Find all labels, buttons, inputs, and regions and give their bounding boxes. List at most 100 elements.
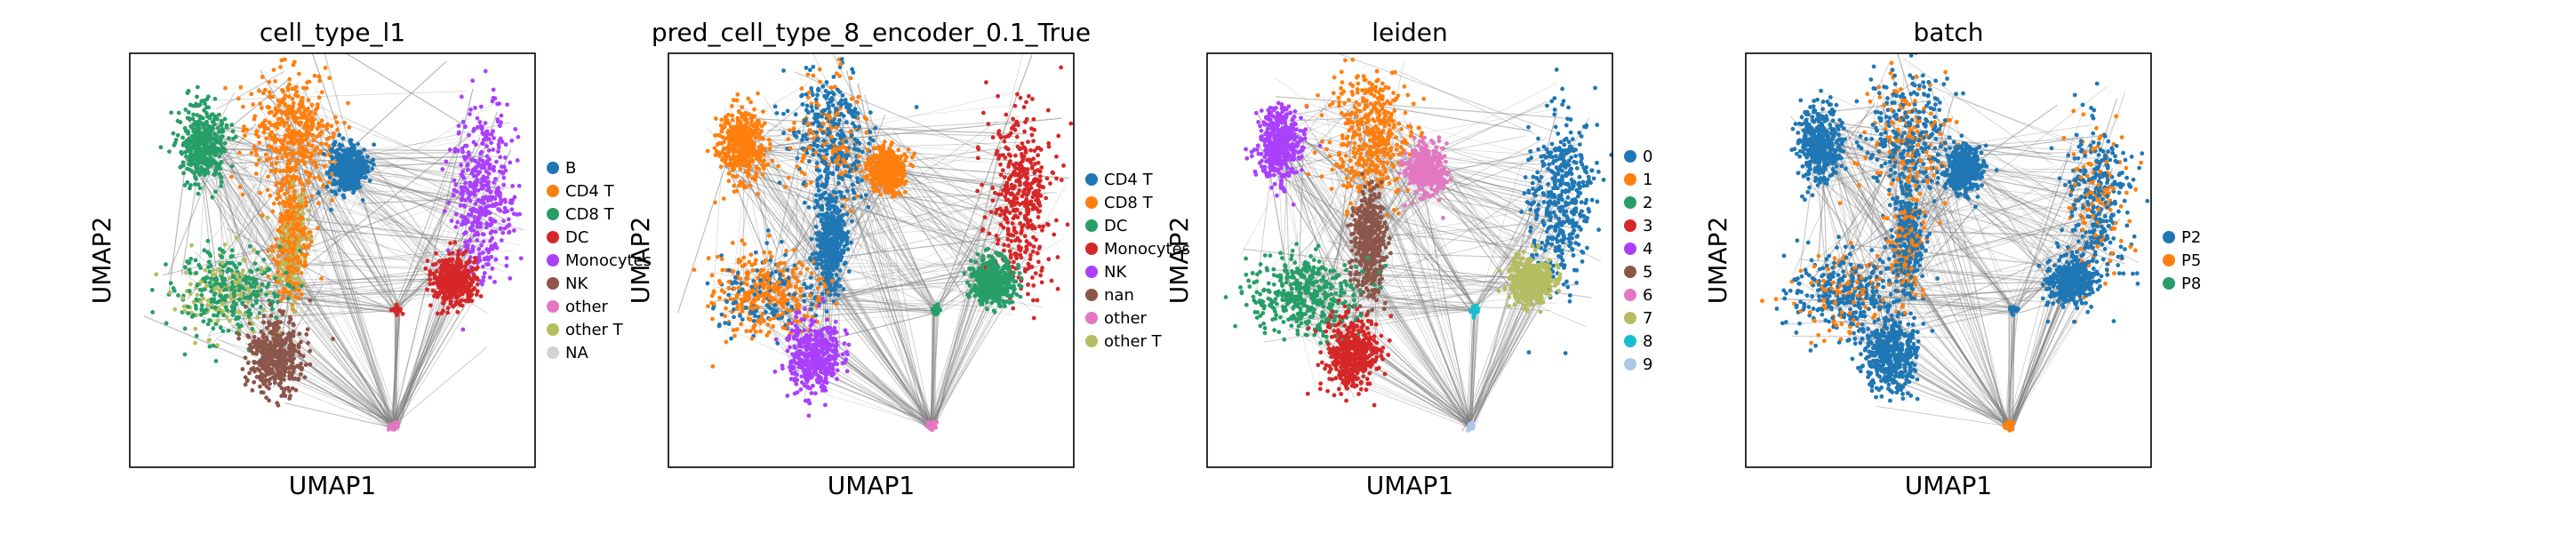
cell-point [297, 288, 301, 293]
cell-point [341, 152, 347, 157]
cell-point [244, 304, 248, 309]
cell-point [172, 288, 177, 293]
cell-point [475, 282, 480, 287]
cell-point [257, 368, 262, 373]
cell-point [207, 344, 212, 349]
cell-point [284, 290, 290, 294]
edge-line [828, 115, 1009, 149]
edge-line [210, 91, 466, 101]
cell-point [804, 65, 809, 70]
cell-point [318, 149, 324, 155]
cell-point [459, 197, 464, 203]
cell-point [220, 309, 226, 314]
cell-point [304, 147, 308, 153]
edge-line [307, 227, 484, 243]
cell-point [822, 142, 827, 147]
cell-point [477, 251, 482, 257]
cell-point [284, 162, 290, 167]
cell-point [218, 325, 223, 330]
cell-point [496, 186, 501, 190]
cell-point [273, 106, 278, 111]
cell-point [309, 115, 315, 120]
cell-point [843, 100, 848, 106]
cell-point [491, 129, 496, 134]
cell-point [228, 254, 234, 259]
cell-point [220, 145, 225, 150]
cell-point [193, 326, 198, 331]
cell-point [337, 132, 342, 138]
cell-point [193, 303, 198, 308]
cell-point [280, 312, 285, 317]
cell-point [199, 155, 204, 160]
cell-point [278, 211, 284, 217]
cell-point [480, 264, 485, 269]
cell-point [233, 134, 238, 139]
edge-line [288, 189, 488, 195]
cell-point [471, 273, 476, 277]
cell-point [801, 181, 806, 187]
cell-point [236, 310, 241, 314]
cell-point [322, 163, 327, 169]
cell-point [236, 288, 242, 293]
cell-point [180, 163, 186, 168]
cell-point [195, 136, 199, 140]
cell-point [297, 122, 302, 127]
cell-point [500, 139, 505, 145]
cell-point [290, 386, 295, 391]
cell-point [732, 183, 737, 188]
cell-point [814, 167, 820, 172]
cell-point [305, 327, 310, 332]
edge-line [293, 248, 476, 267]
cell-point [288, 316, 293, 322]
cell-point [309, 143, 315, 148]
cell-point [515, 158, 520, 163]
cell-point [240, 273, 245, 278]
cell-point [254, 129, 260, 134]
cell-point [460, 251, 466, 257]
cell-point [315, 145, 319, 150]
cell-point [836, 118, 842, 123]
cell-point [503, 199, 508, 204]
cell-point [256, 337, 261, 342]
cell-point [503, 168, 508, 173]
cell-point [316, 102, 320, 107]
cell-point [284, 244, 289, 250]
cell-point [296, 243, 300, 248]
cell-point [280, 267, 285, 273]
cell-point [213, 189, 218, 195]
cell-point [300, 187, 306, 193]
cell-point [827, 110, 832, 115]
cell-point [292, 173, 296, 179]
edge-line [220, 293, 456, 303]
plot-area [677, 53, 1074, 433]
cell-point [223, 85, 228, 91]
cell-point [315, 126, 320, 131]
cell-point [483, 121, 488, 125]
cell-point [348, 174, 352, 179]
cell-point [237, 185, 243, 189]
cell-point [292, 294, 298, 299]
cell-point [502, 210, 507, 215]
edge-line [316, 152, 395, 427]
cell-point [202, 125, 206, 131]
cell-point [314, 164, 319, 170]
edge-line [390, 311, 401, 424]
cell-point [736, 108, 741, 114]
cell-point [450, 289, 455, 294]
cell-point [444, 286, 449, 291]
cell-point [212, 96, 218, 101]
cell-point [802, 171, 807, 177]
cell-point [283, 102, 288, 107]
cell-point [209, 289, 214, 294]
cell-point [257, 140, 262, 146]
legend-item: NA [547, 344, 588, 362]
cell-point [289, 365, 294, 370]
cell-point [197, 116, 203, 121]
cell-point [182, 352, 188, 357]
cell-point [302, 226, 308, 231]
cell-point [423, 266, 428, 271]
edge-line [212, 112, 397, 424]
edge-line [308, 128, 395, 306]
cell-point [167, 149, 172, 154]
cell-point [800, 159, 804, 163]
